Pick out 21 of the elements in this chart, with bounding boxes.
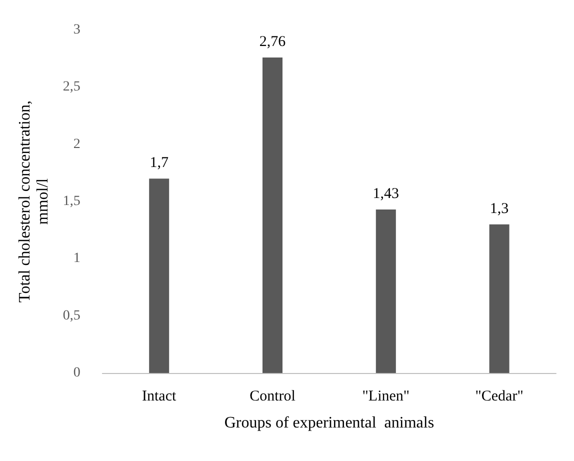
x-tick-label: "Cedar"	[475, 388, 524, 404]
y-tick-label: 0,5	[62, 308, 80, 324]
bar	[262, 57, 282, 373]
data-label: 2,76	[259, 34, 286, 50]
x-tick-label: Control	[250, 388, 296, 404]
y-tick-label: 1	[73, 251, 80, 266]
data-label: 1,3	[490, 200, 509, 217]
y-tick-label: 2	[73, 136, 80, 152]
y-tick-label: 1,5	[62, 194, 80, 209]
bar	[376, 210, 396, 373]
y-tick-label: 0	[73, 366, 80, 380]
data-label: 1,7	[150, 155, 169, 172]
bar	[149, 178, 170, 373]
data-label: 1,43	[372, 186, 400, 202]
y-tick-label: 2,5	[62, 80, 80, 95]
x-tick-label: Intact	[142, 388, 177, 404]
y-axis-title: Total cholesterol concentration, mmol/l	[16, 100, 52, 302]
x-tick-label: "Linen"	[362, 388, 410, 404]
bar	[489, 224, 510, 373]
x-axis-title: Groups of experimental animals	[224, 414, 434, 432]
y-tick-label: 3	[73, 22, 80, 38]
